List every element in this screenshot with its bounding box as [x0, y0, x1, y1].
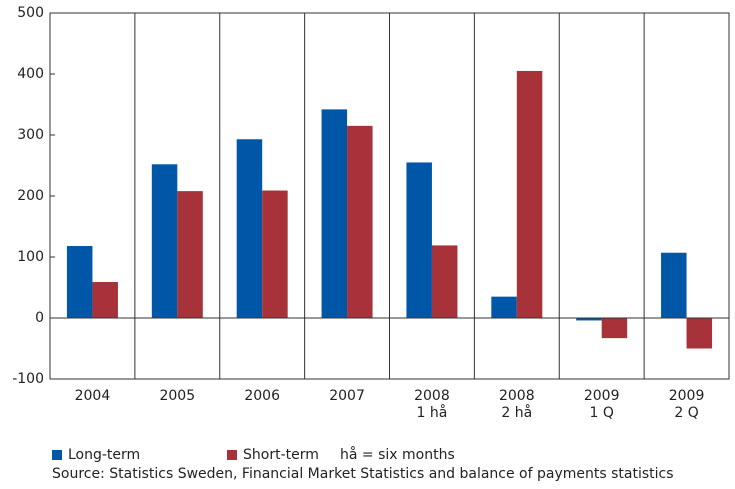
legend-label: Long-term: [68, 447, 140, 463]
bar: [236, 139, 263, 318]
legend-label: Short-term: [243, 447, 319, 463]
x-tick-label: 2008: [499, 388, 535, 404]
x-tick-label: 2005: [159, 388, 195, 404]
bar: [151, 164, 178, 318]
bar: [576, 318, 602, 321]
bar: [177, 191, 203, 318]
x-tick-label: 2007: [329, 388, 365, 404]
x-tick-label: 2009: [584, 388, 620, 404]
legend-swatch: [52, 450, 62, 460]
bar: [516, 70, 543, 318]
bar: [92, 282, 118, 318]
x-tick-label: 2004: [75, 388, 111, 404]
bar: [66, 246, 93, 318]
legend-swatch: [227, 450, 237, 460]
bar: [601, 318, 628, 339]
y-tick-label: 500: [17, 5, 44, 21]
x-tick-label: 2 hå: [501, 404, 532, 421]
bar: [262, 190, 288, 318]
bar: [406, 162, 432, 318]
y-tick-label: 100: [17, 249, 44, 265]
y-tick-label: 0: [35, 310, 44, 326]
bar: [661, 252, 687, 318]
bar: [321, 109, 348, 318]
x-tick-label: 1 hå: [417, 404, 448, 421]
bar: [686, 318, 713, 349]
y-tick-label: 200: [17, 188, 44, 204]
y-tick-label: -100: [12, 371, 44, 387]
x-tick-label: 2009: [669, 388, 705, 404]
y-tick-label: 400: [17, 66, 44, 82]
x-tick-label: 1 Q: [589, 405, 613, 421]
x-tick-label: 2006: [244, 388, 280, 404]
y-tick-label: 300: [17, 127, 44, 143]
annotation: hå = six months: [340, 446, 455, 463]
bar: [347, 125, 373, 318]
bar: [431, 245, 458, 318]
source: Source: Statistics Sweden, Financial Mar…: [52, 466, 674, 482]
bar: [491, 296, 517, 318]
x-tick-label: 2 Q: [674, 405, 698, 421]
x-tick-label: 2008: [414, 388, 450, 404]
